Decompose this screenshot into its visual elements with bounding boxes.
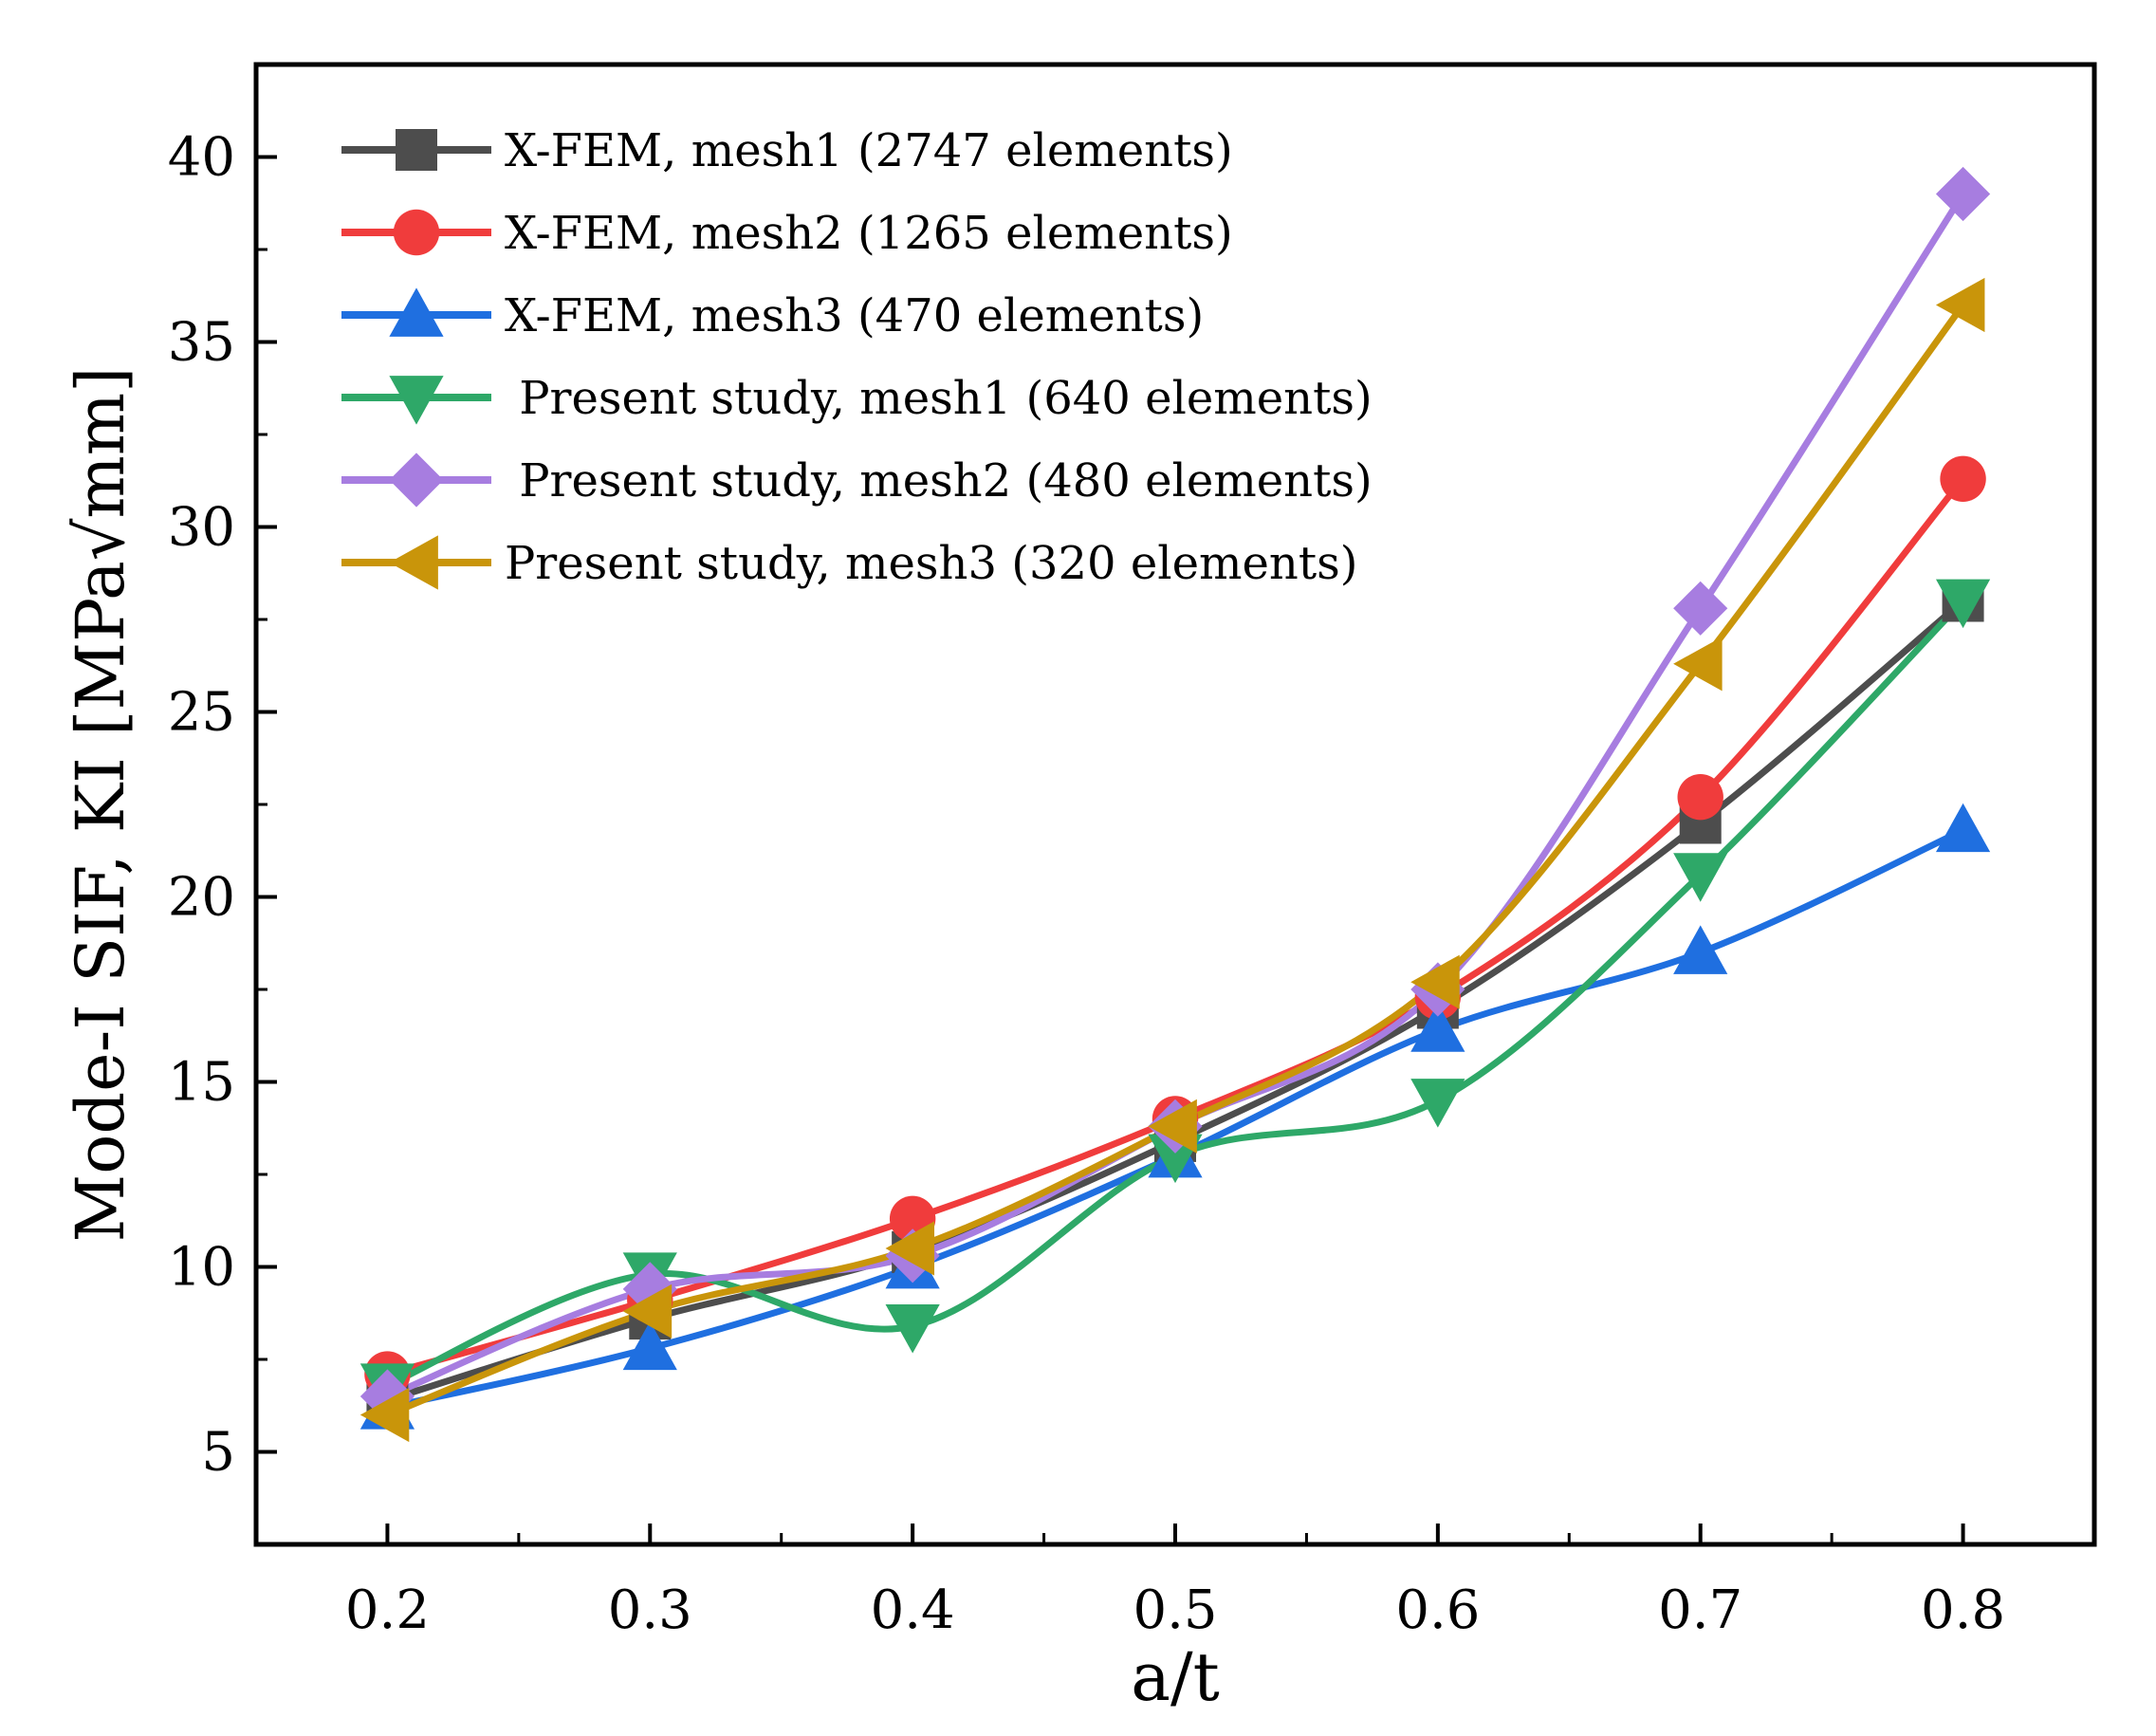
data-point-series-3: [1673, 925, 1728, 974]
data-point-series-2: [1940, 455, 1986, 502]
y-axis-title: Mode-I SIF, KI [MPa√mm]: [62, 367, 139, 1243]
data-point-series-6: [1410, 954, 1460, 1009]
x-axis-title: a/t: [1131, 1638, 1219, 1716]
x-tick-label: 0.5: [1133, 1579, 1217, 1641]
legend-label: X-FEM, mesh3 (470 elements): [505, 289, 1204, 342]
y-tick-label: 25: [168, 682, 235, 744]
data-point-series-2: [1677, 774, 1723, 821]
y-tick-label: 10: [168, 1237, 235, 1299]
y-tick-label: 20: [168, 867, 235, 929]
data-point-series-3: [1410, 1003, 1465, 1052]
legend-label: X-FEM, mesh2 (1265 elements): [505, 207, 1233, 260]
y-tick-label: 30: [168, 497, 235, 559]
plot-frame: [253, 62, 2097, 1547]
x-tick-label: 0.3: [608, 1579, 692, 1641]
data-point-series-4: [1673, 853, 1728, 902]
y-tick-label: 5: [201, 1422, 235, 1484]
data-point-series-6: [885, 1221, 935, 1276]
data-point-series-5: [1935, 166, 1991, 222]
data-point-series-5: [1673, 581, 1728, 636]
legend-label: Present study, mesh2 (480 elements): [505, 454, 1373, 508]
data-point-series-6: [1148, 1099, 1197, 1154]
data-point-series-4: [1410, 1079, 1465, 1128]
legend: X-FEM, mesh1 (2747 elements) X-FEM, mesh2…: [341, 124, 1373, 590]
legend-marker: [389, 376, 444, 425]
data-point-series-6: [359, 1387, 410, 1443]
series-markers: [359, 166, 1991, 1443]
legend-marker: [396, 129, 437, 171]
legend-label: Present study, mesh3 (320 elements): [505, 537, 1357, 590]
y-tick-label: 40: [168, 127, 235, 189]
x-tick-label: 0.4: [871, 1579, 955, 1641]
data-point-series-6: [622, 1284, 673, 1339]
y-tick-label: 15: [168, 1052, 235, 1114]
legend-marker: [389, 287, 444, 337]
legend-marker: [393, 209, 440, 256]
legend-marker: [389, 535, 438, 590]
data-point-series-6: [1935, 277, 1985, 333]
x-tick-label: 0.6: [1395, 1579, 1480, 1641]
data-point-series-4: [885, 1304, 940, 1354]
data-point-series-3: [622, 1320, 677, 1371]
y-tick-label: 35: [168, 312, 235, 374]
x-tick-label: 0.7: [1658, 1579, 1742, 1641]
data-point-series-4: [1935, 579, 1991, 629]
legend-label: Present study, mesh1 (640 elements): [505, 372, 1373, 425]
x-tick-label: 0.8: [1921, 1579, 2005, 1641]
legend-marker: [389, 452, 444, 508]
legend-label: X-FEM, mesh1 (2747 elements): [505, 124, 1233, 177]
data-point-series-3: [1935, 803, 1991, 853]
data-point-series-6: [1673, 637, 1723, 692]
data-point-series-5: [359, 1369, 415, 1424]
tick-labels: 0.2 0.3 0.4 0.5 0.6 0.7 0.8 5 10 15 20 25 30 35 40: [168, 127, 2005, 1642]
x-tick-label: 0.2: [345, 1579, 430, 1641]
